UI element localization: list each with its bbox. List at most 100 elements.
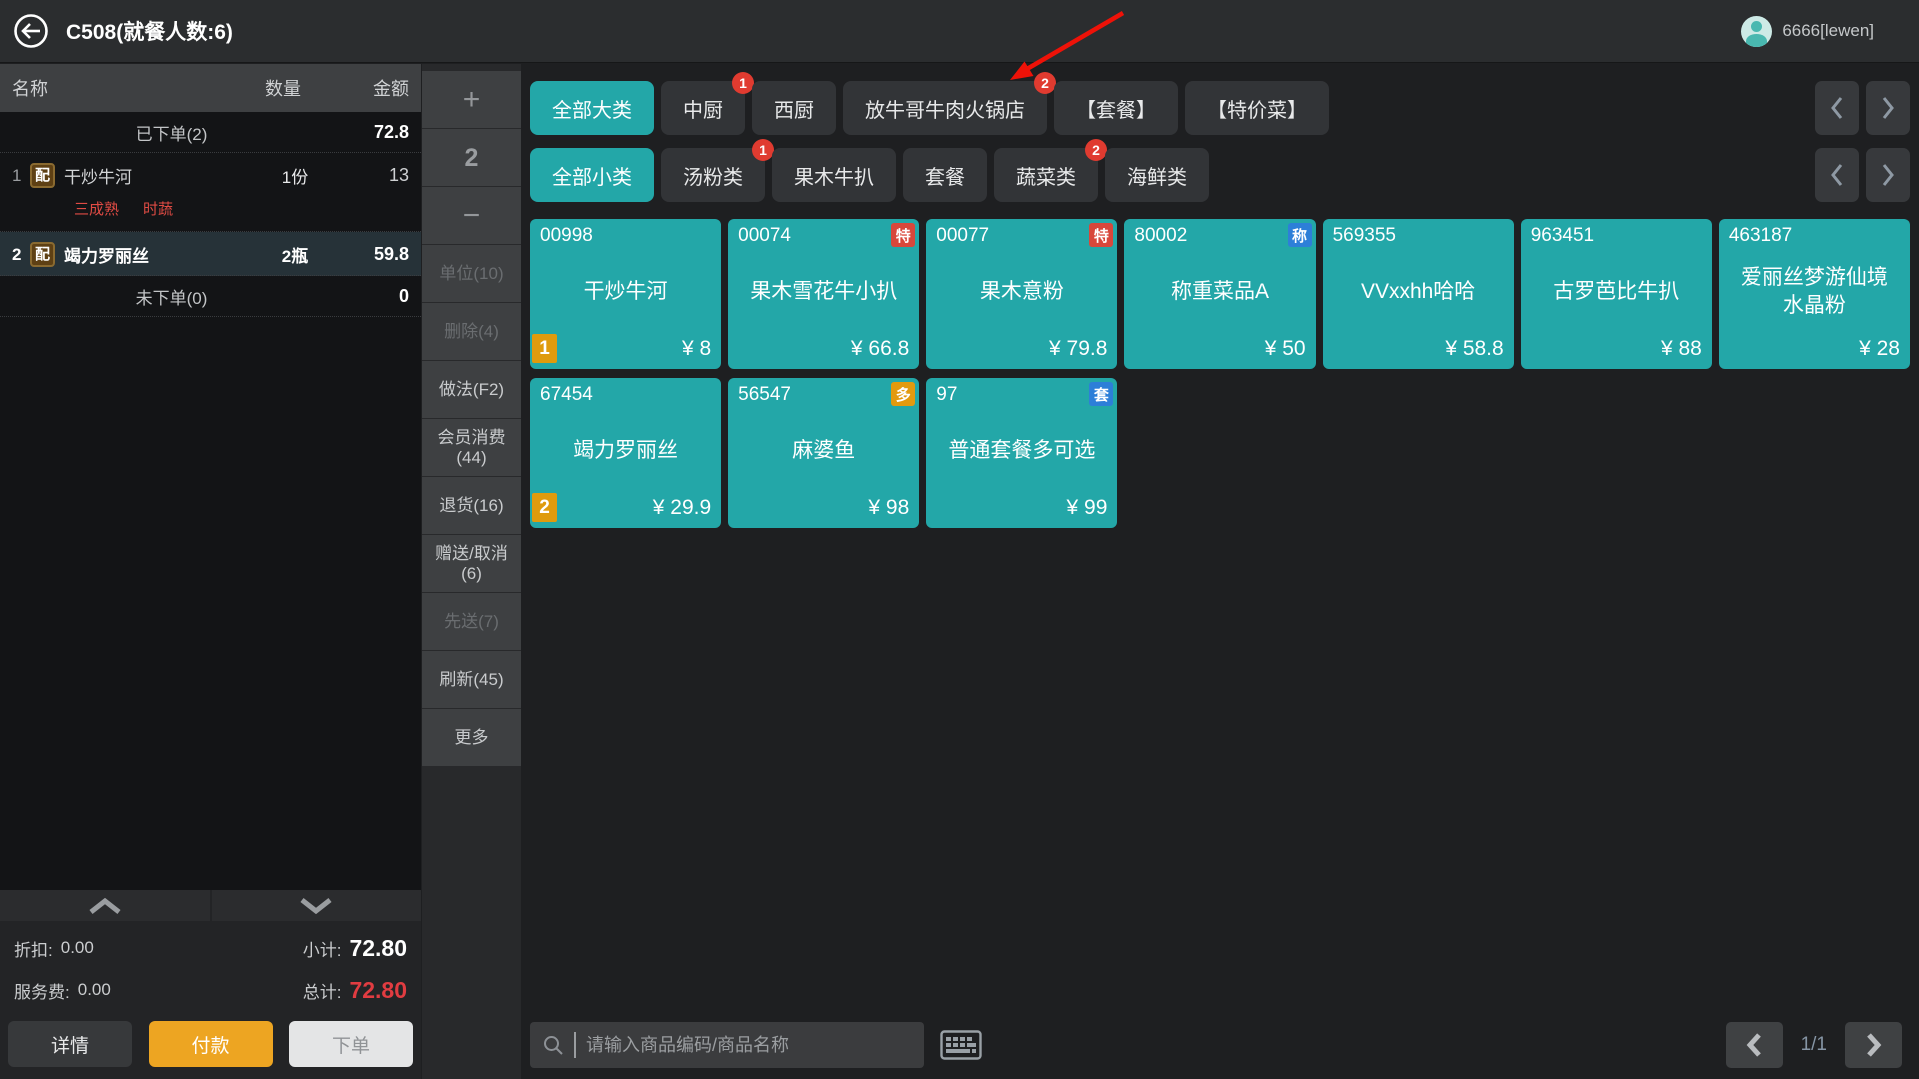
tab-label: 【套餐】 bbox=[1076, 99, 1156, 122]
more-button[interactable]: 更多 bbox=[422, 709, 521, 766]
chevron-up-icon bbox=[89, 897, 121, 914]
product-code: 00077 bbox=[936, 225, 990, 246]
major-category-tabs: 全部大类 中厨 1 西厨 放牛哥牛肉火锅店 2 【套餐】 【特价菜】 bbox=[530, 72, 1809, 135]
item-tag-badge: 配 bbox=[30, 163, 56, 188]
page-indicator: 1/1 bbox=[1800, 1034, 1827, 1055]
tab-seafood[interactable]: 海鲜类 bbox=[1105, 148, 1209, 202]
section-ordered: 已下单(2) 72.8 bbox=[0, 112, 421, 153]
refund-button[interactable]: 退货(16) bbox=[422, 477, 521, 534]
total-label: 总计: bbox=[302, 982, 342, 1002]
qty-minus-button[interactable]: − bbox=[422, 187, 521, 244]
minor-tabs-prev-button[interactable] bbox=[1815, 148, 1859, 202]
discount-label: 折扣: bbox=[14, 940, 53, 960]
tab-western-kitchen[interactable]: 西厨 bbox=[752, 81, 836, 135]
content-bottom-bar: 1/1 bbox=[530, 1022, 1902, 1068]
product-card[interactable]: 80002 称重菜品A ¥ 50 称 bbox=[1124, 219, 1316, 369]
user-area[interactable]: 6666[lewen] bbox=[1741, 15, 1874, 47]
product-type-badge: 特 bbox=[891, 223, 916, 247]
order-panel: 名称 数量 金额 已下单(2) 72.8 1 配 干炒牛河 1份 13 三成熟 … bbox=[0, 64, 421, 1079]
tab-combo[interactable]: 套餐 bbox=[903, 148, 987, 202]
minor-tabs-next-button[interactable] bbox=[1866, 148, 1910, 202]
product-price: ¥ 50 bbox=[1264, 337, 1306, 360]
tab-label: 中厨 bbox=[683, 99, 723, 122]
search-box[interactable] bbox=[530, 1022, 924, 1068]
serve-first-button[interactable]: 先送(7) bbox=[422, 593, 521, 650]
delete-button[interactable]: 删除(4) bbox=[422, 303, 521, 360]
tab-badge: 1 bbox=[752, 139, 774, 161]
product-name: 爱丽丝梦游仙境水晶粉 bbox=[1740, 265, 1888, 317]
order-summary: 折扣: 0.00 小计: 72.80 服务费: 0.00 总计: 72.80 bbox=[0, 890, 421, 1079]
page-prev-button[interactable] bbox=[1725, 1022, 1783, 1068]
pagination: 1/1 bbox=[1725, 1022, 1902, 1068]
product-card[interactable]: 00074 果木雪花牛小扒 ¥ 66.8 特 bbox=[728, 219, 920, 369]
gift-cancel-button[interactable]: 赠送/取消(6) bbox=[422, 535, 521, 592]
product-card[interactable]: 56547 麻婆鱼 ¥ 98 多 bbox=[728, 378, 920, 528]
tab-set-meal[interactable]: 【套餐】 bbox=[1054, 81, 1178, 135]
scroll-up-button[interactable] bbox=[0, 890, 210, 921]
product-card[interactable]: 00077 果木意粉 ¥ 79.8 特 bbox=[926, 219, 1118, 369]
order-item-row-selected[interactable]: 2 配 竭力罗丽丝 2瓶 59.8 bbox=[0, 232, 421, 276]
tab-badge: 1 bbox=[732, 72, 754, 94]
product-code: 80002 bbox=[1134, 225, 1188, 246]
order-list-header: 名称 数量 金额 bbox=[0, 64, 421, 112]
product-qty-badge: 2 bbox=[532, 493, 557, 522]
product-card[interactable]: 67454 竭力罗丽丝 ¥ 29.9 2 bbox=[530, 378, 722, 528]
section-label: 已下单(2) bbox=[135, 124, 208, 144]
details-button[interactable]: 详情 bbox=[8, 1021, 132, 1067]
page-next-button[interactable] bbox=[1845, 1022, 1902, 1068]
member-consume-button[interactable]: 会员消费(44) bbox=[422, 419, 521, 476]
submit-order-button[interactable]: 下单 bbox=[289, 1021, 413, 1067]
major-tabs-next-button[interactable] bbox=[1866, 81, 1910, 135]
product-card[interactable]: 00998 干炒牛河 ¥ 8 1 bbox=[530, 219, 722, 369]
column-amount: 金额 bbox=[373, 79, 409, 99]
item-note: 三成熟 bbox=[74, 201, 120, 218]
order-list: 已下单(2) 72.8 1 配 干炒牛河 1份 13 三成熟 时蔬 2 bbox=[0, 112, 421, 890]
tab-chinese-kitchen[interactable]: 中厨 1 bbox=[661, 72, 754, 135]
top-bar: C508(就餐人数:6) 6666[lewen] bbox=[0, 0, 1919, 63]
product-card[interactable]: 963451 古罗芭比牛扒 ¥ 88 bbox=[1520, 219, 1712, 369]
unit-button[interactable]: 单位(10) bbox=[422, 245, 521, 302]
tab-label: 西厨 bbox=[774, 99, 814, 122]
pay-button[interactable]: 付款 bbox=[148, 1021, 273, 1067]
tab-vegetables[interactable]: 蔬菜类 2 bbox=[994, 139, 1107, 202]
qty-plus-button[interactable]: + bbox=[422, 71, 521, 128]
product-name: 普通套餐多可选 bbox=[948, 438, 1096, 462]
subtotal-value: 72.80 bbox=[349, 934, 407, 961]
product-card[interactable]: 463187 爱丽丝梦游仙境水晶粉 ¥ 28 bbox=[1718, 219, 1910, 369]
product-card[interactable]: 97 普通套餐多可选 ¥ 99 套 bbox=[926, 378, 1118, 528]
tab-wood-steak[interactable]: 果木牛扒 bbox=[772, 148, 896, 202]
item-amount: 59.8 bbox=[373, 244, 409, 264]
search-input[interactable] bbox=[574, 1032, 912, 1058]
tab-soup-noodle[interactable]: 汤粉类 1 bbox=[661, 139, 774, 202]
order-item-row[interactable]: 1 配 干炒牛河 1份 13 三成熟 时蔬 bbox=[0, 153, 421, 232]
product-price: ¥ 99 bbox=[1066, 496, 1108, 519]
tab-label: 【特价菜】 bbox=[1207, 99, 1307, 122]
item-amount: 13 bbox=[388, 165, 409, 185]
product-price: ¥ 79.8 bbox=[1049, 337, 1108, 360]
product-type-badge: 多 bbox=[891, 382, 916, 406]
tab-hotpot-store[interactable]: 放牛哥牛肉火锅店 2 bbox=[843, 72, 1056, 135]
section-unordered: 未下单(0) 0 bbox=[0, 276, 421, 317]
major-tabs-prev-button[interactable] bbox=[1815, 81, 1859, 135]
product-name: 麻婆鱼 bbox=[792, 438, 856, 462]
minor-category-tabs: 全部小类 汤粉类 1 果木牛扒 套餐 蔬菜类 2 海鲜类 bbox=[530, 139, 1809, 202]
keyboard-toggle-button[interactable] bbox=[940, 1030, 982, 1060]
refresh-button[interactable]: 刷新(45) bbox=[422, 651, 521, 708]
product-price: ¥ 8 bbox=[681, 337, 712, 360]
scroll-down-button[interactable] bbox=[211, 890, 421, 921]
product-card[interactable]: 569355 VVxxhh哈哈 ¥ 58.8 bbox=[1322, 219, 1514, 369]
tab-major-all[interactable]: 全部大类 bbox=[530, 81, 654, 135]
back-button[interactable] bbox=[13, 13, 49, 49]
item-cooking-notes: 三成熟 时蔬 bbox=[12, 188, 409, 223]
product-price: ¥ 66.8 bbox=[850, 337, 910, 360]
product-type-badge: 特 bbox=[1089, 223, 1114, 247]
product-price: ¥ 28 bbox=[1859, 337, 1900, 360]
product-name: 干炒牛河 bbox=[583, 279, 668, 303]
product-name: 古罗芭比牛扒 bbox=[1553, 279, 1680, 303]
cooking-method-button[interactable]: 做法(F2) bbox=[422, 361, 521, 418]
tab-minor-all[interactable]: 全部小类 bbox=[530, 148, 654, 202]
tab-special-price[interactable]: 【特价菜】 bbox=[1185, 81, 1329, 135]
item-tag-badge: 配 bbox=[30, 242, 56, 267]
product-code: 97 bbox=[936, 384, 958, 405]
